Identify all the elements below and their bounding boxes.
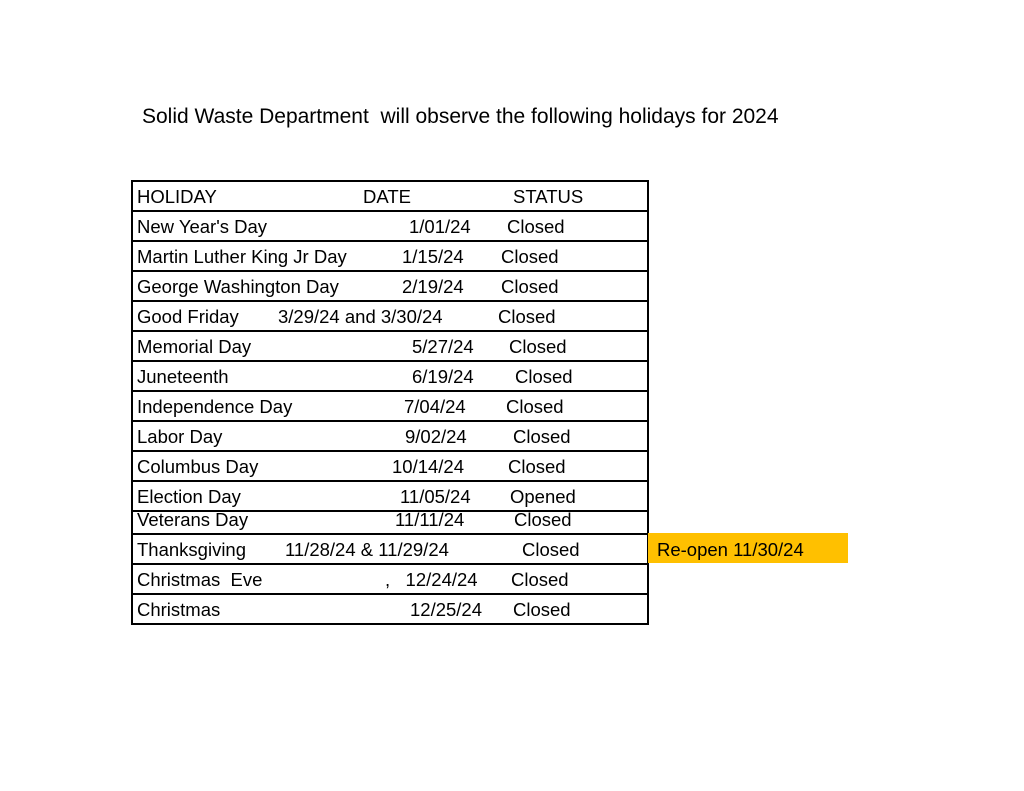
holiday-cell: Memorial Day: [137, 336, 252, 357]
status-cell: Closed: [498, 306, 556, 327]
holiday-cell: Christmas: [137, 599, 221, 620]
status-cell: Closed: [507, 216, 565, 237]
header-holiday-cell: HOLIDAY: [137, 186, 217, 207]
header-date-cell: DATE: [363, 186, 411, 207]
table-row: Thanksgiving 11/28/24 & 11/29/24 Closed: [133, 535, 647, 565]
date-cell: 5/27/24: [412, 336, 474, 357]
date-cell: 6/19/24: [412, 366, 474, 387]
date-cell: 9/02/24: [405, 426, 467, 447]
holiday-cell: Independence Day: [137, 396, 293, 417]
holiday-cell: Thanksgiving: [137, 539, 247, 560]
table-row: Election Day 11/05/24 Opened: [133, 482, 647, 512]
date-cell: 2/19/24: [402, 276, 464, 297]
date-cell: 10/14/24: [392, 456, 465, 477]
date-cell: 11/11/24: [395, 512, 465, 530]
date-cell: 1/15/24: [402, 246, 464, 267]
status-cell: Closed: [511, 569, 569, 590]
status-cell: Closed: [513, 426, 571, 447]
date-cell: 1/01/24: [409, 216, 471, 237]
status-cell: Closed: [509, 336, 567, 357]
table-row: Memorial Day 5/27/24 Closed: [133, 332, 647, 362]
holiday-cell: Election Day: [137, 486, 241, 507]
date-cell: 12/25/24: [410, 599, 483, 620]
status-cell: Closed: [501, 276, 559, 297]
holiday-cell: Columbus Day: [137, 456, 259, 477]
status-cell: Closed: [508, 456, 566, 477]
status-cell: Opened: [510, 486, 576, 507]
status-cell: Closed: [506, 396, 564, 417]
date-cell: 11/28/24 & 11/29/24: [285, 539, 449, 560]
table-row: George Washington Day 2/19/24 Closed: [133, 272, 647, 302]
date-cell: 3/29/24 and 3/30/24: [278, 306, 443, 327]
reopen-note-text: Re-open 11/30/24: [657, 539, 804, 560]
holiday-cell: Good Friday: [137, 306, 239, 327]
date-cell: , 12/24/24: [385, 569, 478, 590]
table-row: Independence Day 7/04/24 Closed: [133, 392, 647, 422]
status-cell: Closed: [522, 539, 580, 560]
table-row: Juneteenth 6/19/24 Closed: [133, 362, 647, 392]
table-row: Christmas Eve , 12/24/24 Closed: [133, 565, 647, 595]
table-row: Good Friday 3/29/24 and 3/30/24 Closed: [133, 302, 647, 332]
table-row: Columbus Day 10/14/24 Closed: [133, 452, 647, 482]
date-cell: 11/05/24: [400, 486, 471, 507]
holiday-cell: Christmas Eve: [137, 569, 263, 590]
holiday-cell: Martin Luther King Jr Day: [137, 246, 347, 267]
holiday-cell: Labor Day: [137, 426, 223, 447]
table-row: Christmas 12/25/24 Closed: [133, 595, 647, 623]
date-cell: 7/04/24: [404, 396, 466, 417]
table-row: Labor Day 9/02/24 Closed: [133, 422, 647, 452]
status-cell: Closed: [514, 512, 572, 530]
status-cell: Closed: [501, 246, 559, 267]
holiday-table: HOLIDAY DATE STATUS New Year's Day 1/01/24 Cl…: [131, 180, 649, 625]
table-row: New Year's Day 1/01/24 Closed: [133, 212, 647, 242]
reopen-note: Re-open 11/30/24: [648, 533, 848, 563]
holiday-cell: Veterans Day: [137, 512, 249, 530]
header-status-cell: STATUS: [513, 186, 584, 207]
table-row: Veterans Day 11/11/24 Closed: [133, 512, 647, 535]
table-row: Martin Luther King Jr Day 1/15/24 Closed: [133, 242, 647, 272]
holiday-cell: New Year's Day: [137, 216, 268, 237]
status-cell: Closed: [513, 599, 571, 620]
holiday-cell: George Washington Day: [137, 276, 339, 297]
page-title: Solid Waste Department will observe the …: [142, 105, 779, 128]
status-cell: Closed: [515, 366, 573, 387]
holiday-cell: Juneteenth: [137, 366, 229, 387]
table-header-row: HOLIDAY DATE STATUS: [133, 182, 647, 212]
